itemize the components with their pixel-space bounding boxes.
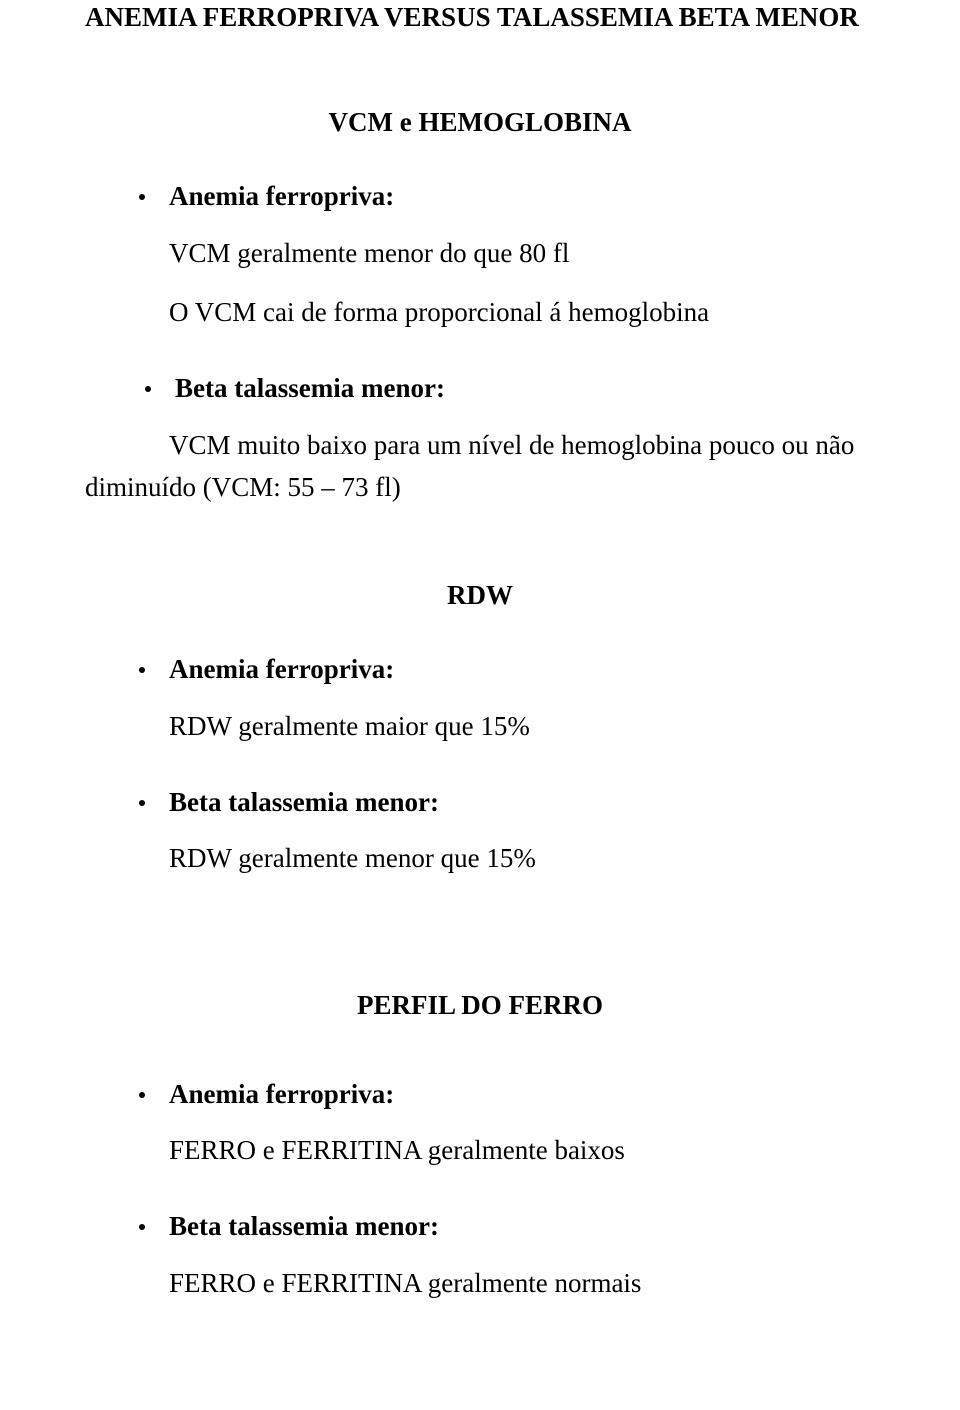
bullet-label: Anemia ferropriva: [169, 178, 394, 214]
section-heading-rdw: RDW [85, 580, 875, 611]
bullet-ferropriva-rdw: Anemia ferropriva: [139, 651, 875, 687]
sub-line-wrapped: VCM muito baixo para um nível de hemoglo… [85, 425, 875, 509]
bullet-beta-rdw: Beta talassemia menor: [139, 784, 875, 820]
sub-line: FERRO e FERRITINA geralmente normais [169, 1263, 875, 1305]
bullet-icon [139, 1224, 145, 1230]
bullet-label: Anemia ferropriva: [169, 1076, 394, 1112]
bullet-beta-vcm: Beta talassemia menor: [139, 370, 875, 406]
bullet-icon [139, 800, 145, 806]
document-page: ANEMIA FERROPRIVA VERSUS TALASSEMIA BETA… [0, 0, 960, 1304]
sub-line: O VCM cai de forma proporcional á hemogl… [169, 292, 875, 334]
bullet-icon [139, 194, 145, 200]
bullet-ferropriva-vcm: Anemia ferropriva: [139, 178, 875, 214]
main-title: ANEMIA FERROPRIVA VERSUS TALASSEMIA BETA… [85, 0, 875, 35]
bullet-label: Beta talassemia menor: [175, 370, 445, 406]
sub-line: RDW geralmente maior que 15% [169, 706, 875, 748]
bullet-ferropriva-ferro: Anemia ferropriva: [139, 1076, 875, 1112]
sub-line: FERRO e FERRITINA geralmente baixos [169, 1130, 875, 1172]
section-heading-ferro: PERFIL DO FERRO [85, 990, 875, 1021]
bullet-icon [145, 386, 151, 392]
section-heading-vcm: VCM e HEMOGLOBINA [85, 107, 875, 138]
bullet-icon [139, 667, 145, 673]
bullet-icon [139, 1092, 145, 1098]
bullet-label: Beta talassemia menor: [169, 1208, 439, 1244]
bullet-label: Anemia ferropriva: [169, 651, 394, 687]
bullet-beta-ferro: Beta talassemia menor: [139, 1208, 875, 1244]
bullet-label: Beta talassemia menor: [169, 784, 439, 820]
sub-line: VCM geralmente menor do que 80 fl [169, 233, 875, 275]
sub-line: RDW geralmente menor que 15% [169, 838, 875, 880]
